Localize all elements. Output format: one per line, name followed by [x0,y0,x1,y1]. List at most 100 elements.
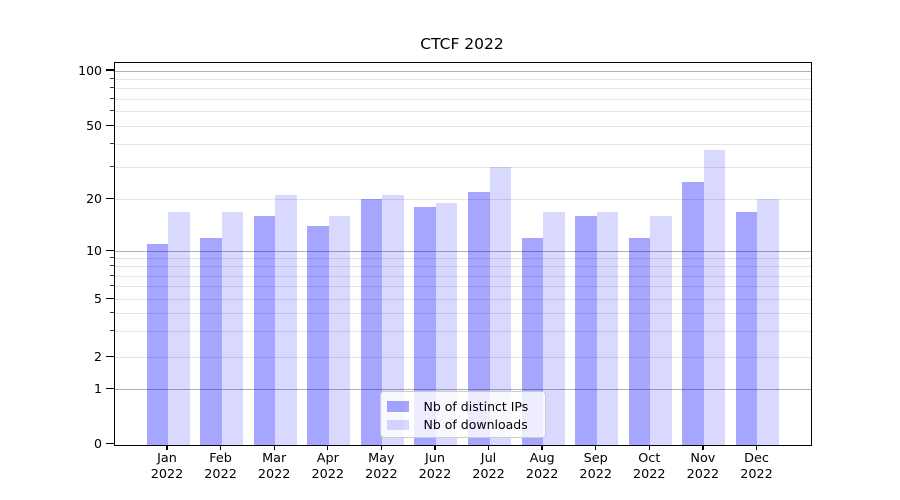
y-minor-tick-40 [110,142,114,144]
y-tick-label-2: 2 [94,349,102,365]
x-tick-label-mar: Mar 2022 [244,451,304,483]
x-tick-month: Feb [209,451,232,466]
y-tick-0 [106,442,114,445]
x-tick-month: Aug [529,451,555,466]
x-tick-sep [595,445,597,450]
x-tick-year: 2022 [686,467,720,482]
major-gridline-1 [115,388,811,390]
minor-gridline-8 [115,266,811,268]
y-tick-label-20: 20 [86,190,102,206]
minor-gridline-40 [115,143,811,145]
legend: Nb of distinct IPs Nb of downloads [380,391,546,438]
minor-gridline-50 [115,126,811,127]
x-tick-dec [755,445,758,450]
x-tick-month: Mar [262,451,287,466]
x-tick-apr [327,445,329,450]
x-tick-year: 2022 [257,467,291,482]
legend-swatch-distinct-ips [387,401,409,412]
bar-nb-of-downloads-apr-2022 [328,216,351,445]
x-tick-jan [166,445,168,450]
x-tick-month: Jul [480,451,497,466]
x-tick-label-oct: Oct 2022 [619,451,679,483]
y-tick-100 [106,69,114,71]
plot-area [114,62,812,446]
y-tick-label-100: 100 [78,62,102,78]
bar-nb-of-distinct-ips-may-2022 [360,199,383,445]
y-tick-label-1: 1 [94,380,102,396]
x-tick-year: 2022 [633,467,666,482]
y-tick-50 [106,124,114,127]
x-tick-label-feb: Feb 2022 [191,451,251,483]
x-tick-label-jan: Jan 2022 [137,451,197,483]
bar-nb-of-downloads-sep-2022 [596,211,619,445]
bar-nb-of-downloads-aug-2022 [543,211,565,445]
bar-nb-of-downloads-mar-2022 [275,195,297,445]
bar-nb-of-downloads-feb-2022 [221,211,244,445]
y-minor-tick-30 [110,165,114,167]
bar-nb-of-downloads-oct-2022 [650,216,672,445]
x-tick-year: 2022 [204,467,237,482]
y-minor-tick-3 [110,330,114,332]
legend-label-downloads: Nb of downloads [423,417,528,433]
x-tick-feb [219,445,222,450]
y-minor-tick-4 [110,312,114,314]
minor-gridline-30 [115,166,811,168]
minor-gridline-3 [115,331,811,333]
x-tick-label-apr: Apr 2022 [298,451,358,483]
minor-gridline-4 [115,313,811,315]
minor-gridline-70 [115,99,811,101]
x-tick-month: Apr [316,451,339,466]
x-tick-label-nov: Nov 2022 [673,451,733,483]
bar-nb-of-downloads-jul-2022 [489,167,512,445]
minor-gridline-80 [115,88,811,90]
x-tick-oct [648,445,650,450]
y-tick-2 [106,356,114,358]
x-tick-month: Jun [424,451,445,466]
x-tick-year: 2022 [418,467,452,482]
minor-gridline-7 [115,275,811,277]
minor-gridline-9 [115,258,811,260]
x-tick-year: 2022 [525,467,559,482]
y-tick-label-10: 10 [86,243,102,258]
x-tick-year: 2022 [150,467,184,482]
bar-nb-of-distinct-ips-mar-2022 [253,216,276,445]
y-minor-tick-60 [110,110,114,112]
bar-nb-of-downloads-jun-2022 [435,203,458,445]
bar-nb-of-downloads-dec-2022 [757,199,779,445]
x-tick-month: Oct [638,451,661,466]
bar-nb-of-downloads-may-2022 [382,195,404,445]
x-tick-aug [541,445,543,450]
x-tick-mar [273,445,275,450]
x-tick-month: Jan [157,451,177,466]
legend-item-downloads: Nb of downloads [387,416,545,435]
x-tick-label-jul: Jul 2022 [459,451,519,483]
x-tick-year: 2022 [472,467,505,482]
minor-gridline-60 [115,111,811,113]
y-minor-tick-70 [110,98,114,100]
y-minor-tick-6 [110,285,114,287]
x-tick-year: 2022 [579,467,612,482]
bar-nb-of-distinct-ips-jun-2022 [414,207,436,445]
minor-gridline-5 [115,298,811,300]
bar-nb-of-distinct-ips-jul-2022 [468,191,490,445]
y-tick-label-0: 0 [94,436,102,451]
y-minor-tick-8 [110,265,114,267]
bar-nb-of-distinct-ips-oct-2022 [628,237,651,445]
x-tick-label-aug: Aug 2022 [512,451,572,483]
chart-title: CTCF 2022 [420,35,504,53]
x-tick-jun [434,445,436,450]
y-minor-tick-80 [110,87,114,89]
y-minor-tick-7 [110,274,114,276]
bar-nb-of-downloads-jan-2022 [168,211,190,445]
y-tick-20 [106,197,114,199]
y-tick-label-5: 5 [94,290,102,306]
y-tick-label-50: 50 [86,118,102,133]
minor-gridline-2 [115,357,811,359]
x-tick-label-dec: Dec 2022 [726,451,786,483]
y-minor-tick-90 [110,77,114,79]
x-tick-jul [487,445,490,450]
bar-nb-of-distinct-ips-sep-2022 [575,216,597,445]
major-gridline-10 [115,251,811,252]
x-tick-label-sep: Sep 2022 [566,451,626,483]
